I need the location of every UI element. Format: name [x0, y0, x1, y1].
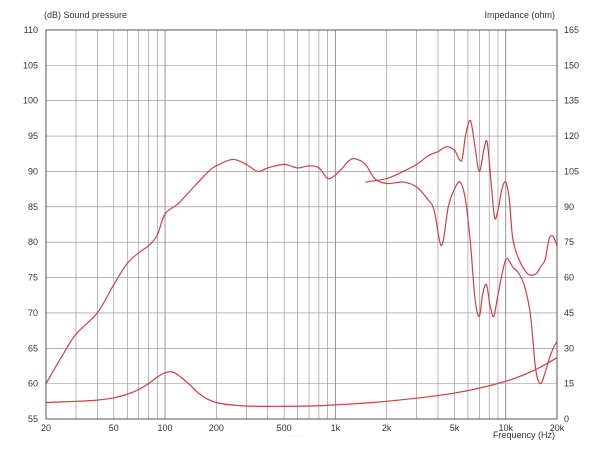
x-axis-title: Frequency (Hz): [493, 430, 555, 440]
y-right-tick-label: 165: [564, 25, 579, 35]
y-right-tick-label: 120: [564, 131, 579, 141]
y-right-tick-label: 90: [564, 202, 574, 212]
y-left-tick-label: 90: [28, 166, 38, 176]
y-right-tick-label: 30: [564, 343, 574, 353]
x-tick-label: 20: [41, 423, 51, 433]
x-tick-label: 20k: [550, 423, 565, 433]
y-left-tick-label: 60: [28, 379, 38, 389]
y-left-tick-label: 95: [28, 131, 38, 141]
y-left-tick-label: 100: [23, 96, 38, 106]
y-right-tick-label: 60: [564, 273, 574, 283]
y-left-tick-label: 110: [24, 25, 38, 35]
series-line-2: [365, 119, 558, 276]
y-right-tick-label: 0: [564, 414, 569, 424]
y-right-tick-label: 135: [564, 96, 579, 106]
curves: [45, 119, 558, 407]
y-left-tick-label: 65: [28, 343, 38, 353]
tick-labels: 55 60 65 70 75 80 85 90 95 100 105 110 0 15 30 45 60 75 90…: [23, 25, 579, 433]
y-left-tick-label: 55: [28, 414, 38, 424]
x-tick-label: 100: [158, 423, 173, 433]
series-line-3: [45, 357, 558, 407]
plot-frame: [45, 29, 558, 420]
watermark-text: · · · · · · · · ·: [285, 434, 306, 439]
plot-area: [46, 30, 557, 419]
y-right-tick-label: 15: [564, 379, 574, 389]
y-right-tick-label: 45: [564, 308, 574, 318]
x-tick-label: 5k: [450, 423, 460, 433]
y-left-tick-label: 105: [23, 60, 38, 70]
x-tick-label: 10k: [498, 423, 513, 433]
y-left-tick-label: 85: [28, 202, 38, 212]
x-tick-label: 2k: [382, 423, 392, 433]
x-tick-label: 200: [209, 423, 224, 433]
right-axis-title: Impedance (ohm): [484, 10, 555, 20]
x-tick-label: 1k: [331, 423, 341, 433]
y-right-tick-label: 105: [564, 166, 579, 176]
grid: [45, 29, 558, 420]
left-axis-title: (dB) Sound pressure: [44, 10, 127, 20]
y-left-tick-label: 75: [28, 273, 38, 283]
y-left-tick-label: 70: [28, 308, 38, 318]
y-left-tick-label: 80: [28, 237, 38, 247]
x-tick-label: 50: [109, 423, 119, 433]
x-tick-label: 500: [277, 423, 292, 433]
y-right-tick-label: 150: [564, 60, 579, 70]
y-right-tick-label: 75: [564, 237, 574, 247]
series-line-1: [45, 157, 558, 385]
